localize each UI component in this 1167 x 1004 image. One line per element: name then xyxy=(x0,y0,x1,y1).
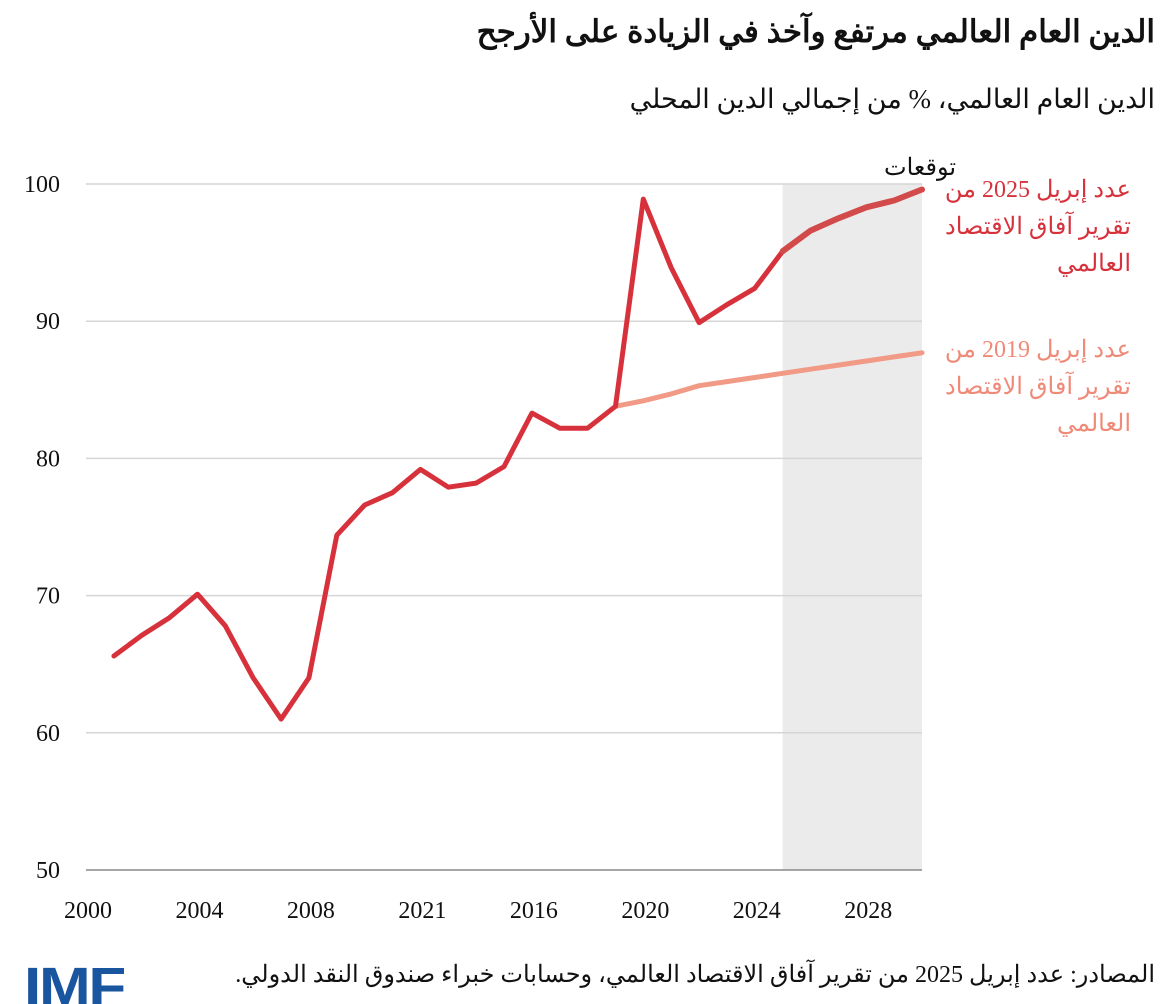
imf-logo: IMF xyxy=(24,957,125,1004)
y-tick-label: 50 xyxy=(36,858,60,884)
y-tick-label: 70 xyxy=(36,584,60,610)
legend-label-2019: عدد إبريل 2019 من تقرير آفاق الاقتصاد ال… xyxy=(944,337,1131,437)
y-tick-label: 80 xyxy=(36,446,60,472)
x-tick-label: 2008 xyxy=(287,898,335,924)
x-tick-label: 2020 xyxy=(621,898,669,924)
x-tick-label: 2024 xyxy=(733,898,781,924)
y-tick-label: 90 xyxy=(36,309,60,335)
x-tick-label: 2028 xyxy=(844,898,892,924)
chart-subtitle: الدين العام العالمي، % من إجمالي الدين ا… xyxy=(629,84,1155,114)
x-tick-label: 2016 xyxy=(510,898,558,924)
chart-title: الدين العام العالمي مرتفع وآخذ في الزياد… xyxy=(476,14,1155,49)
x-tick-label: 2000 xyxy=(64,898,112,924)
series-line-2025 xyxy=(111,196,786,722)
y-tick-label: 100 xyxy=(24,172,60,198)
forecast-shading xyxy=(782,184,922,870)
series-line-2019 xyxy=(613,350,925,409)
legend-label-2025: عدد إبريل 2025 من تقرير آفاق الاقتصاد ال… xyxy=(944,177,1131,277)
x-tick-label: 2021 xyxy=(398,898,446,924)
y-tick-label: 60 xyxy=(36,721,60,747)
x-tick-label: 2004 xyxy=(175,898,223,924)
forecast-label: توقعات xyxy=(884,155,956,181)
source-note: المصادر: عدد إبريل 2025 من تقرير آفاق ال… xyxy=(235,962,1155,988)
series-line-2025-forecast xyxy=(779,186,925,255)
